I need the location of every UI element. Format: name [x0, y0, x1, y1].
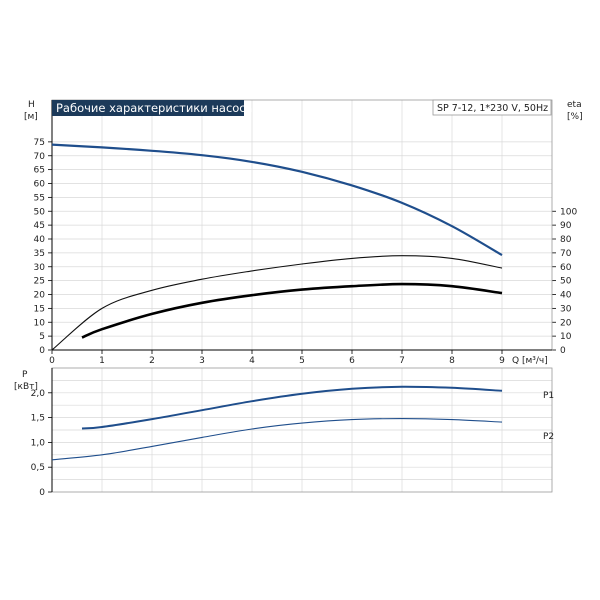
chart-title-background: [52, 100, 244, 116]
y-tick-label-left: 45: [34, 221, 45, 231]
y-tick-label-right: 80: [560, 235, 572, 245]
top-grid: [52, 100, 552, 350]
power-axis-label-line1: P: [22, 370, 28, 380]
y-tick-label-left: 20: [34, 291, 46, 301]
top-panel: 0510152025303540455055606570750102030405…: [24, 99, 583, 366]
power-axis-label-line2: [кВт]: [14, 382, 38, 392]
top-series: [51, 143, 503, 351]
y-tick-label-right: 20: [560, 318, 572, 328]
y-tick-label-left: 5: [39, 332, 45, 342]
x-tick-label: 7: [399, 356, 405, 366]
x-tick-label: 2: [149, 356, 155, 366]
x-tick-label: 5: [299, 356, 305, 366]
y-tick-label-left: 10: [34, 318, 46, 328]
y-tick-label-left: 75: [34, 138, 45, 148]
efficiency-curve-total: [51, 255, 503, 351]
legend-p2: P2: [543, 432, 554, 442]
power-tick-label: 0,5: [31, 463, 45, 473]
bottom-grid: [52, 368, 552, 492]
y-tick-label-right: 50: [560, 277, 572, 287]
legend-p1: P1: [543, 391, 554, 401]
power-tick-label: 0: [39, 488, 45, 498]
top-labels: 0510152025303540455055606570750102030405…: [34, 138, 578, 366]
y-tick-label-right: 30: [560, 304, 572, 314]
y-tick-label-right: 10: [560, 332, 572, 342]
x-tick-label: 3: [199, 356, 205, 366]
y-axis-right-label-line1: eta: [567, 100, 582, 110]
y-tick-label-right: 40: [560, 291, 572, 301]
power-tick-label: 2,0: [31, 389, 46, 399]
y-tick-label-right: 0: [560, 346, 566, 356]
y-tick-label-right: 90: [560, 221, 572, 231]
chart-title: Рабочие характеристики насоса: [56, 101, 253, 115]
y-tick-label-left: 25: [34, 277, 45, 287]
y-tick-label-left: 0: [39, 346, 45, 356]
y-tick-label-right: 100: [560, 207, 577, 217]
efficiency-curve-pump: [81, 282, 503, 339]
power-curve-p1: [81, 385, 503, 430]
x-tick-label: 4: [249, 356, 255, 366]
y-tick-label-left: 15: [34, 304, 45, 314]
y-tick-label-left: 35: [34, 249, 45, 259]
y-tick-label-left: 40: [34, 235, 46, 245]
bottom-labels: 0 0,5 1,0 1,5 2,0: [31, 389, 46, 498]
y-axis-right-label-line2: [%]: [567, 112, 583, 122]
bottom-panel: 0 0,5 1,0 1,5 2,0 P [кВт] P1 P2: [14, 367, 554, 498]
power-tick-label: 1,0: [31, 438, 46, 448]
chart-subtitle: SP 7-12, 1*230 V, 50Hz: [437, 103, 548, 114]
top-axes: [48, 99, 556, 354]
x-tick-label: 8: [449, 356, 455, 366]
y-tick-label-left: 55: [34, 193, 45, 203]
x-tick-label: 0: [49, 356, 55, 366]
y-tick-label-left: 50: [34, 207, 46, 217]
y-axis-left-label-line1: H: [28, 100, 35, 110]
x-tick-label: 9: [499, 356, 505, 366]
chart-subtitle-box: [432, 99, 552, 116]
power-tick-label: 1,5: [31, 414, 45, 424]
y-axis-left-label-line2: [м]: [24, 112, 38, 122]
power-curve-p2: [51, 418, 503, 461]
y-tick-label-left: 70: [34, 152, 46, 162]
x-tick-label: 1: [99, 356, 105, 366]
bottom-axes: [48, 367, 553, 493]
x-tick-label: 6: [349, 356, 355, 366]
x-axis-label: Q [м³/ч]: [512, 356, 548, 366]
head-curve: [51, 143, 503, 257]
y-tick-label-right: 70: [560, 249, 572, 259]
y-tick-label-left: 60: [34, 180, 46, 190]
bottom-series: [51, 385, 503, 461]
y-tick-label-left: 30: [34, 263, 46, 273]
y-tick-label-right: 60: [560, 263, 572, 273]
y-tick-label-left: 65: [34, 166, 45, 176]
